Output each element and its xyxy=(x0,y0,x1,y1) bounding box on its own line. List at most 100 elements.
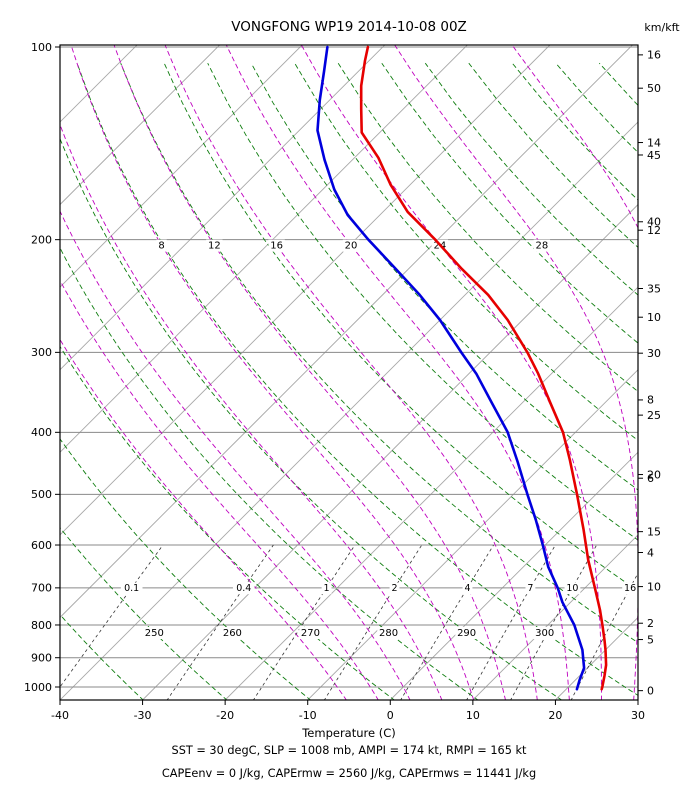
dry-adiabat-line xyxy=(60,247,479,700)
left-axis-tick-label: 100 xyxy=(31,41,52,54)
moist-adiabat-label: 32 xyxy=(640,241,653,252)
sounding-curves xyxy=(316,45,608,691)
dry-adiabat-label-box xyxy=(221,627,244,640)
mixing-ratio-label: 1 xyxy=(324,583,330,594)
mixing-ratio-lines xyxy=(60,544,638,700)
mixing-ratio-label: 4 xyxy=(464,583,470,594)
dry-adiabat-label: 260 xyxy=(223,628,242,639)
right-axis-tick-label: 20 xyxy=(647,468,661,481)
left-axis-tick-label: 800 xyxy=(31,619,52,632)
left-axis-tick-label: 500 xyxy=(31,488,52,501)
left-axis-tick-label: 1000 xyxy=(24,681,52,694)
right-axis-tick-label: 30 xyxy=(647,347,661,360)
dry-adiabat-line xyxy=(60,345,395,700)
moist-adiabat-line xyxy=(60,210,411,700)
dry-adiabat-label: 250 xyxy=(145,628,164,639)
isotherm-line xyxy=(0,45,54,700)
right-axis-tick-label: 0 xyxy=(647,684,654,697)
pressure-gridlines xyxy=(60,46,638,688)
left-axis: 100 200 300 400 500 600 700 800 900 1000 xyxy=(24,41,60,694)
mixing-ratio-label-box xyxy=(321,582,332,595)
moist-adiabat-label: 8 xyxy=(158,241,164,252)
mixing-ratio-line xyxy=(253,544,356,700)
left-axis-tick-label: 400 xyxy=(31,426,52,439)
isotherm-line xyxy=(60,45,468,453)
isotherm-line xyxy=(60,45,303,288)
right-axis-tick-label: 5 xyxy=(647,633,654,646)
mixing-ratio-label-box xyxy=(622,582,638,595)
dry-adiabat-label-box xyxy=(143,627,166,640)
left-axis-tick-label: 200 xyxy=(31,233,52,246)
isotherm-line xyxy=(224,286,638,700)
moist-adiabat-label-box xyxy=(206,239,223,252)
bottom-axis-tick-label: 10 xyxy=(466,709,480,722)
mixing-ratio-label: 7 xyxy=(527,583,533,594)
right-axis-tick-label: 4 xyxy=(647,546,654,559)
mixing-ratio-label-box xyxy=(525,582,536,595)
dry-adiabat-line xyxy=(163,63,638,592)
bottom-axis-tick-label: 0 xyxy=(387,709,394,722)
isotherm-line xyxy=(555,616,638,700)
bottom-axis-tick-label: -30 xyxy=(134,709,152,722)
mixing-ratio-label: 2 xyxy=(391,583,397,594)
dry-adiabat-line xyxy=(60,527,228,700)
mixing-ratio-label-box xyxy=(389,582,400,595)
right-axis-tick-label: 50 xyxy=(647,82,661,95)
dry-adiabat-label-box xyxy=(377,627,400,640)
right-axis-tick-label: 25 xyxy=(647,409,661,422)
dry-adiabat-line xyxy=(60,137,563,700)
isotherm-line xyxy=(60,121,638,700)
mixing-ratio-label-box xyxy=(120,582,143,595)
mixing-ratio-label-box xyxy=(564,582,581,595)
moist-adiabat-label-box xyxy=(156,239,167,252)
left-axis-tick-label: 900 xyxy=(31,652,52,665)
dry-adiabat-label-box xyxy=(299,627,322,640)
moist-adiabat-label: 28 xyxy=(535,241,548,252)
dry-adiabats xyxy=(60,62,700,700)
right-axis-tick-label: 16 xyxy=(647,49,661,62)
moist-adiabat-line xyxy=(164,45,538,700)
bottom-axis: -40 -30 -20 -10 0 10 20 30 xyxy=(51,700,645,722)
mixing-ratio-line xyxy=(323,544,423,700)
isotherm-line xyxy=(60,45,386,371)
dry-adiabat-label: 290 xyxy=(457,628,476,639)
mixing-ratio-line xyxy=(570,572,638,700)
right-axis-tick-label: 35 xyxy=(647,282,661,295)
isotherm-line xyxy=(472,534,638,700)
bottom-axis-tick-label: -10 xyxy=(299,709,317,722)
dry-adiabat-line xyxy=(76,63,638,696)
mixing-ratio-label: 0.1 xyxy=(124,583,139,594)
mixing-ratio-label-box xyxy=(232,582,255,595)
dry-adiabat-label-box xyxy=(455,627,478,640)
x-axis-label: Temperature (C) xyxy=(301,726,396,740)
moist-adiabat-line xyxy=(60,338,347,700)
bottom-axis-tick-label: -20 xyxy=(216,709,234,722)
mixing-ratio-label: 10 xyxy=(566,583,578,594)
moist-adiabat-line xyxy=(300,45,602,700)
moist-adiabat-label-box xyxy=(268,239,285,252)
moist-adiabat-line xyxy=(225,45,570,700)
dry-adiabat-line xyxy=(686,63,700,700)
mixing-ratio-line xyxy=(510,544,598,700)
right-axis-tick-label: 10 xyxy=(647,580,661,593)
right-axis-tick-label: 10 xyxy=(647,311,661,324)
moist-adiabat-line xyxy=(60,123,443,700)
isotherm-line xyxy=(307,369,638,700)
moist-adiabat-label: 16 xyxy=(270,241,283,252)
bottom-axis-tick-label: 30 xyxy=(631,709,645,722)
left-axis-tick-label: 300 xyxy=(31,346,52,359)
left-axis-tick-label: 600 xyxy=(31,539,52,552)
dry-adiabat-line xyxy=(207,62,638,541)
right-axis-tick-label: 14 xyxy=(647,136,661,149)
dewpoint-curve xyxy=(316,45,586,691)
mixing-ratio-line xyxy=(166,544,274,700)
left-axis-tick-label: 700 xyxy=(31,582,52,595)
right-axis-tick-label: 40 xyxy=(647,216,661,229)
dry-adiabat-label: 280 xyxy=(379,628,398,639)
footer-line-2: CAPEenv = 0 J/kg, CAPErmw = 2560 J/kg, C… xyxy=(162,767,536,780)
right-axis-tick-label: 12 xyxy=(647,224,661,237)
dry-adiabat-line xyxy=(60,699,61,700)
